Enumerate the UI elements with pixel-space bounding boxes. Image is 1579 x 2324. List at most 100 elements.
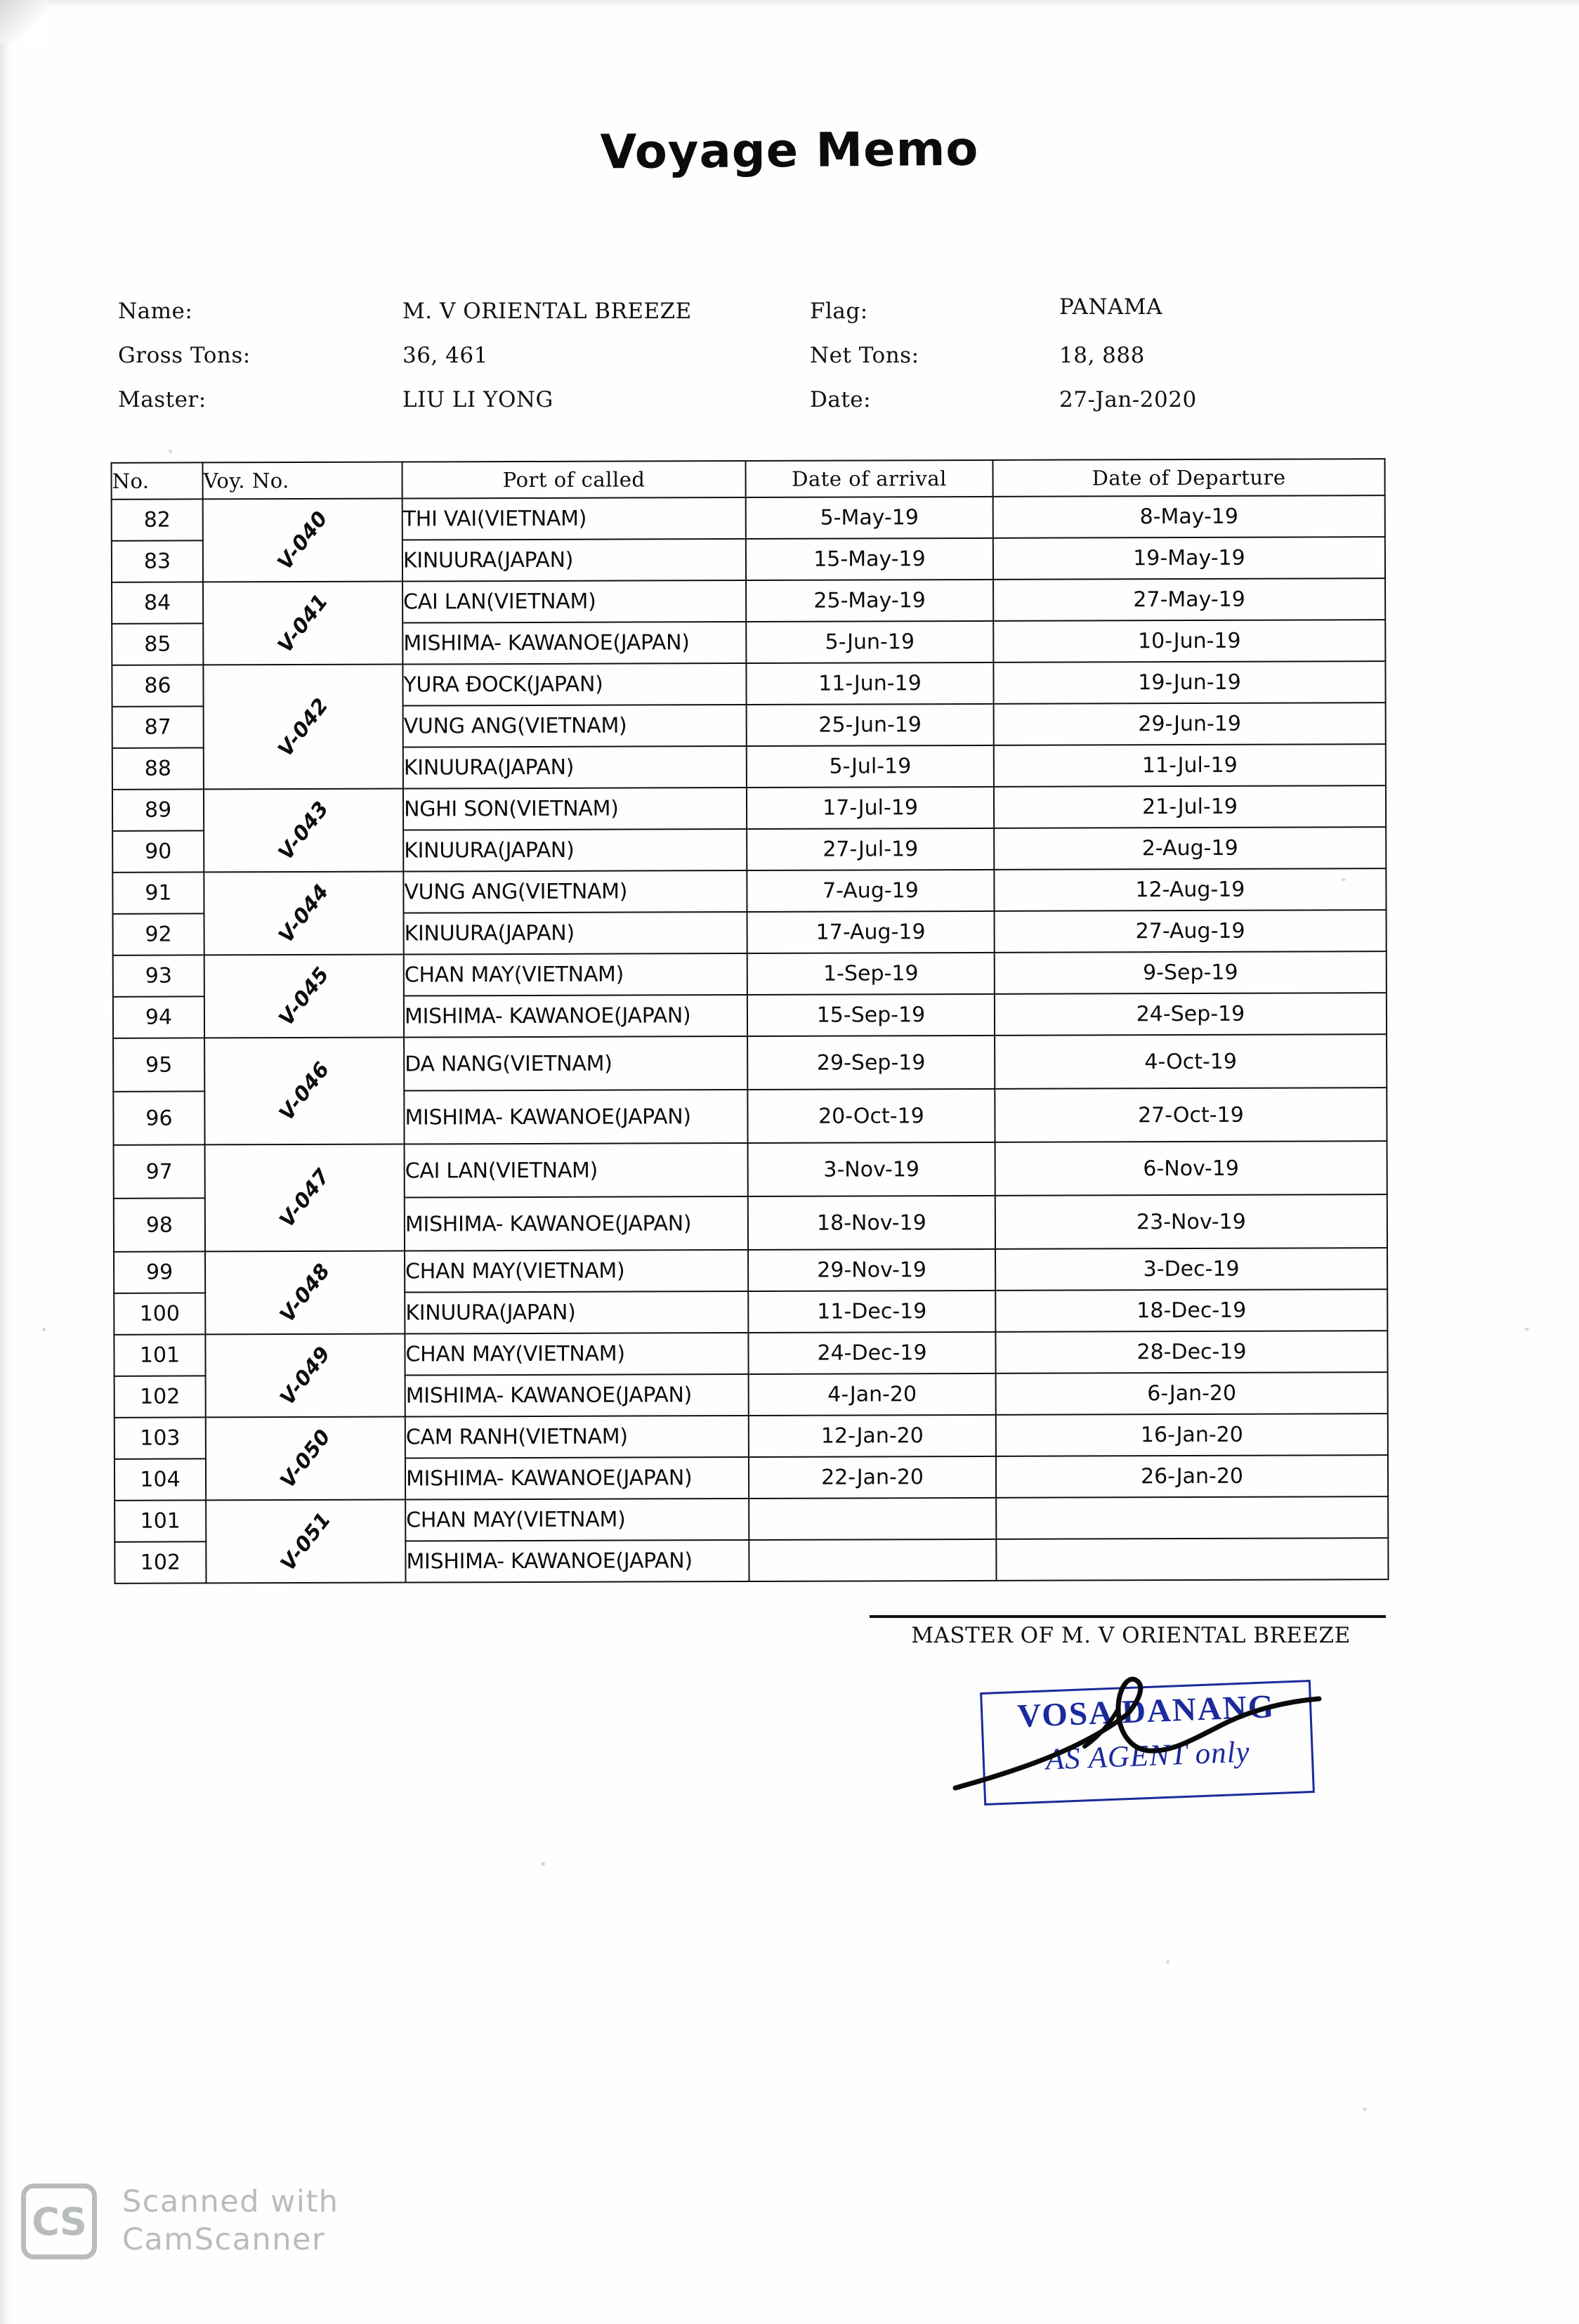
voyage-no-label: V-043 — [273, 796, 334, 865]
signature-line — [870, 1615, 1386, 1618]
cell-no: 101 — [114, 1500, 207, 1542]
cell-port: KINUURA(JAPAN) — [403, 828, 747, 872]
cell-no: 90 — [112, 830, 204, 873]
cell-arrival-date: 18-Nov-19 — [747, 1195, 996, 1250]
cell-port: CHAN MAY(VIETNAM) — [405, 1332, 749, 1376]
cell-no: 85 — [112, 623, 204, 665]
cell-port: VUNG ANG(VIETNAM) — [402, 704, 747, 748]
cell-departure-date — [996, 1538, 1389, 1581]
voyage-no-label: V-040 — [273, 506, 333, 575]
cell-arrival-date: 29-Nov-19 — [748, 1248, 996, 1291]
voyage-no-label: V-041 — [273, 589, 333, 658]
value-master: LIU LI YONG — [402, 387, 553, 412]
cell-voyage-no: V-047 — [204, 1144, 405, 1252]
cell-voyage-no: V-045 — [204, 954, 405, 1038]
value-vessel-name: M. V ORIENTAL BREEZE — [402, 299, 692, 324]
cell-arrival-date: 7-Aug-19 — [747, 869, 995, 912]
cell-port: MISHIMA- KAWANOE(JAPAN) — [402, 621, 747, 665]
cell-voyage-no: V-040 — [202, 498, 403, 582]
scan-edge-top — [0, 0, 1579, 7]
cell-arrival-date: 4-Jan-20 — [748, 1373, 996, 1416]
voyage-no-label: V-048 — [275, 1258, 335, 1327]
column-header-arrival: Date of arrival — [745, 459, 993, 497]
cell-no: 102 — [114, 1541, 207, 1584]
cell-voyage-no: V-042 — [203, 664, 403, 790]
page-corner-fold — [0, 0, 49, 42]
cell-no: 91 — [112, 872, 204, 914]
cell-departure-date: 27-Oct-19 — [995, 1088, 1387, 1142]
cell-port: KINUURA(JAPAN) — [402, 745, 747, 789]
cell-port: CHAN MAY(VIETNAM) — [405, 1249, 749, 1293]
value-date: 27-Jan-2020 — [1059, 387, 1197, 412]
column-header-port: Port of called — [402, 460, 746, 499]
agent-stamp: VOSA DANANG AS AGENT only — [980, 1680, 1315, 1806]
cell-voyage-no: V-051 — [206, 1499, 406, 1584]
cell-no: 84 — [112, 582, 204, 624]
cell-departure-date: 27-May-19 — [993, 578, 1386, 621]
table-row: 93 V-045 CHAN MAY(VIETNAM) 1-Sep-19 9-Sep-19 — [112, 951, 1387, 1038]
cell-no: 86 — [112, 665, 204, 707]
voyage-table-wrapper: No. Voy. No. Port of called Date of arri… — [110, 458, 1389, 1584]
page-title: Voyage Memo — [600, 121, 979, 180]
voyage-no-label: V-049 — [275, 1341, 336, 1410]
cell-departure-date: 2-Aug-19 — [994, 827, 1387, 870]
cell-port: CHAN MAY(VIETNAM) — [403, 953, 747, 996]
cell-arrival-date — [749, 1539, 997, 1581]
cell-no: 102 — [114, 1376, 206, 1418]
table-row: 97 V-047 CAI LAN(VIETNAM) 3-Nov-19 6-Nov-19 — [113, 1141, 1387, 1252]
cell-no: 97 — [113, 1144, 205, 1199]
vessel-header-block: Name: M. V ORIENTAL BREEZE Flag: PANAMA … — [118, 294, 1382, 431]
cell-port: MISHIMA- KAWANOE(JAPAN) — [405, 1373, 749, 1417]
cell-arrival-date: 27-Jul-19 — [747, 828, 995, 870]
table-row: 82 V-040 THI VAI(VIETNAM) 5-May-19 8-May-19 — [111, 495, 1385, 582]
cell-departure-date: 26-Jan-20 — [995, 1455, 1389, 1498]
header-row-name: Name: M. V ORIENTAL BREEZE Flag: PANAMA — [118, 294, 1382, 343]
cell-departure-date: 29-Jun-19 — [993, 703, 1386, 745]
cell-arrival-date: 20-Oct-19 — [747, 1088, 995, 1143]
cell-departure-date: 6-Nov-19 — [995, 1141, 1387, 1196]
voyage-no-label: V-045 — [274, 962, 334, 1031]
stamp-line-company: VOSA DANANG — [1016, 1688, 1276, 1735]
cell-departure-date: 16-Jan-20 — [995, 1414, 1388, 1456]
cell-no: 103 — [114, 1417, 206, 1459]
cell-port: KINUURA(JAPAN) — [402, 538, 747, 582]
cell-voyage-no: V-044 — [204, 871, 404, 955]
cell-arrival-date: 25-May-19 — [746, 579, 994, 622]
cell-no: 95 — [113, 1038, 205, 1092]
cell-departure-date: 12-Aug-19 — [994, 868, 1387, 911]
cell-port: CHAN MAY(VIETNAM) — [405, 1498, 749, 1541]
cell-departure-date: 19-May-19 — [992, 537, 1386, 580]
label-net-tons: Net Tons: — [810, 343, 919, 368]
cell-no: 96 — [113, 1091, 205, 1145]
cell-arrival-date: 11-Dec-19 — [748, 1290, 996, 1333]
camscanner-line1: Scanned with — [122, 2184, 339, 2220]
cell-no: 101 — [114, 1334, 206, 1376]
table-row: 91 V-044 VUNG ANG(VIETNAM) 7-Aug-19 12-Aug-1… — [112, 868, 1387, 955]
cell-arrival-date: 3-Nov-19 — [747, 1142, 995, 1196]
cell-port: MISHIMA- KAWANOE(JAPAN) — [404, 1089, 748, 1144]
signature-caption: MASTER OF M. V ORIENTAL BREEZE — [911, 1623, 1351, 1648]
value-net-tons: 18, 888 — [1059, 343, 1145, 368]
cell-port: KINUURA(JAPAN) — [403, 911, 747, 955]
cell-departure-date: 23-Nov-19 — [995, 1194, 1388, 1249]
cell-arrival-date: 5-May-19 — [745, 496, 993, 539]
cell-arrival-date: 17-Jul-19 — [746, 786, 995, 829]
cell-no: 92 — [112, 913, 204, 955]
cell-port: MISHIMA- KAWANOE(JAPAN) — [405, 1456, 749, 1500]
value-flag: PANAMA — [1059, 294, 1163, 320]
cell-voyage-no: V-046 — [204, 1037, 405, 1145]
scan-speck — [42, 1328, 46, 1331]
cell-arrival-date: 17-Aug-19 — [747, 910, 995, 953]
cell-arrival-date: 22-Jan-20 — [748, 1456, 997, 1499]
header-row-master: Master: LIU LI YONG Date: 27-Jan-2020 — [118, 387, 1382, 431]
cell-port: KINUURA(JAPAN) — [405, 1291, 749, 1334]
cell-arrival-date: 24-Dec-19 — [748, 1331, 996, 1374]
voyage-table-header-row: No. Voy. No. Port of called Date of arri… — [111, 459, 1385, 500]
voyage-no-label: V-046 — [274, 1057, 334, 1125]
cell-departure-date: 19-Jun-19 — [993, 661, 1386, 704]
voyage-no-label: V-042 — [273, 693, 334, 761]
cell-no: 100 — [114, 1293, 206, 1335]
cell-departure-date: 10-Jun-19 — [993, 620, 1386, 662]
label-master: Master: — [118, 387, 207, 412]
